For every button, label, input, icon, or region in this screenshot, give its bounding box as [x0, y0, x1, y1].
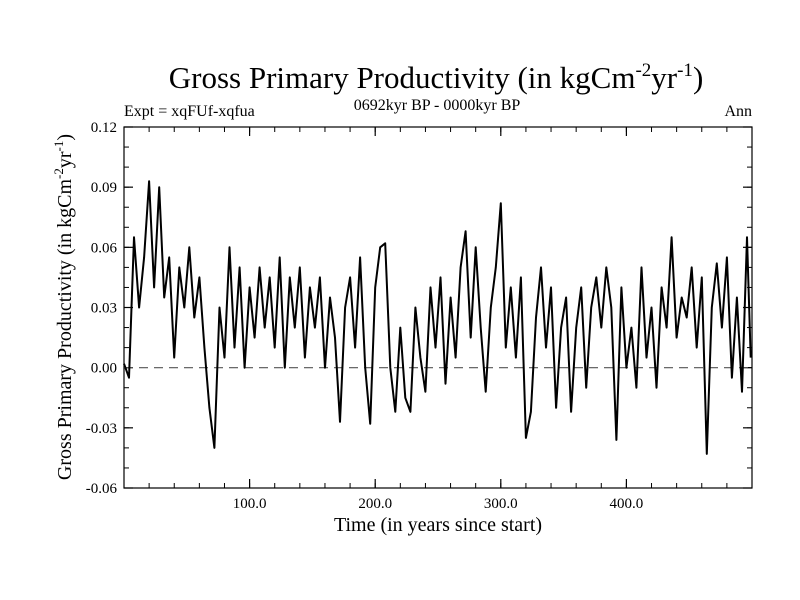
title-mid: yr [651, 60, 678, 95]
x-tick-label: 100.0 [233, 496, 267, 512]
ylabel-exponent-1: -2 [51, 168, 66, 179]
ylabel-mid: yr [54, 151, 76, 168]
x-tick-label: 300.0 [484, 496, 518, 512]
ylabel-end: ) [54, 134, 76, 141]
y-tick-label: 0.00 [91, 361, 117, 377]
ylabel-exponent-2: -1 [51, 141, 66, 152]
x-axis-label: Time (in years since start) [334, 514, 542, 536]
series-line-gpp [123, 180, 752, 455]
y-tick-label: 0.12 [91, 120, 117, 136]
y-tick-label: 0.06 [91, 240, 118, 256]
title-exponent-2: -1 [677, 60, 693, 81]
title-end: ) [693, 60, 703, 95]
y-axis-label: Gross Primary Productivity (in kgCm-2yr-… [51, 134, 76, 480]
title-main: Gross Primary Productivity (in kgCm [169, 60, 636, 95]
y-tick-label: -0.03 [86, 421, 117, 437]
x-tick-labels: 100.0 200.0 300.0 400.0 [233, 496, 644, 512]
chart-title: Gross Primary Productivity (in kgCm-2yr-… [169, 60, 704, 95]
ylabel-main: Gross Primary Productivity (in kgCm [54, 179, 76, 481]
title-exponent-1: -2 [635, 60, 651, 81]
axis-ticks [124, 126, 752, 489]
y-tick-label: -0.06 [86, 481, 118, 497]
y-tick-label: 0.09 [91, 180, 117, 196]
x-tick-label: 400.0 [610, 496, 644, 512]
subtitle-experiment: Expt = xqFUf-xqfua [124, 103, 255, 120]
subtitle-period: 0692kyr BP - 0000kyr BP [354, 97, 521, 114]
x-tick-label: 200.0 [358, 496, 392, 512]
y-tick-label: 0.03 [91, 301, 117, 317]
y-tick-labels: -0.06 -0.03 0.00 0.03 0.06 0.09 0.12 [86, 120, 118, 497]
subtitle-season: Ann [724, 103, 752, 120]
